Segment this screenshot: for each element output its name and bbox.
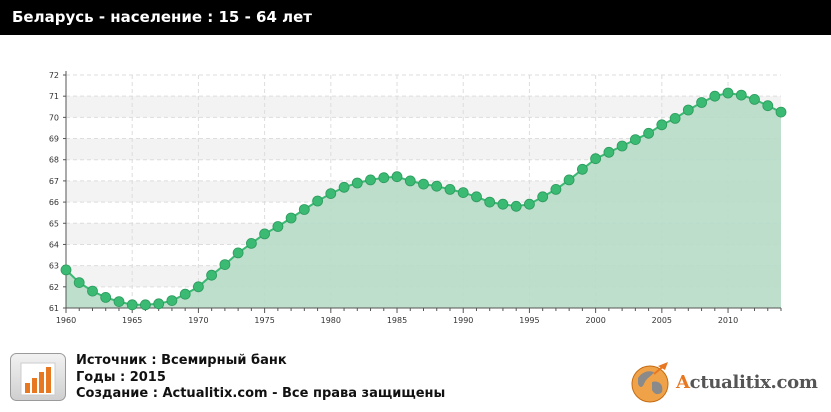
data-point bbox=[524, 198, 535, 210]
title-bar: Беларусь - население : 15 - 64 лет bbox=[0, 0, 831, 35]
x-tick-label: 1990 bbox=[453, 316, 473, 325]
data-point bbox=[232, 247, 244, 259]
data-point bbox=[656, 119, 668, 131]
area-chart: 61 62 63 64 65 66 67 68 69 70 71 72 1960 1965 1970 197… bbox=[49, 71, 787, 325]
data-point bbox=[563, 174, 575, 186]
data-point bbox=[312, 195, 324, 207]
y-tick-label: 67 bbox=[49, 177, 59, 186]
data-point bbox=[497, 198, 509, 210]
data-point bbox=[351, 177, 363, 189]
data-point bbox=[298, 204, 310, 215]
data-point bbox=[404, 175, 416, 187]
data-point bbox=[643, 127, 654, 139]
data-point bbox=[219, 259, 231, 271]
x-tick-label: 2000 bbox=[585, 316, 605, 325]
globe-icon bbox=[631, 362, 669, 403]
y-tick-labels: 61 62 63 64 65 66 67 68 69 70 71 72 bbox=[49, 71, 59, 313]
y-tick-label: 70 bbox=[49, 113, 59, 122]
data-point bbox=[630, 134, 641, 145]
y-tick-label: 65 bbox=[49, 219, 59, 228]
x-tick-label: 2005 bbox=[652, 316, 672, 325]
data-point bbox=[457, 187, 469, 199]
data-point bbox=[272, 221, 284, 232]
x-tick-label: 2010 bbox=[718, 316, 738, 325]
data-point bbox=[113, 296, 125, 308]
data-point bbox=[365, 174, 376, 186]
y-tick-label: 69 bbox=[49, 135, 59, 144]
y-tick-label: 71 bbox=[49, 92, 59, 101]
data-point bbox=[749, 94, 760, 105]
page-title: Беларусь - население : 15 - 64 лет bbox=[12, 8, 312, 26]
x-tick-label: 1960 bbox=[56, 316, 76, 325]
data-point bbox=[139, 299, 151, 311]
data-point bbox=[709, 90, 721, 102]
data-point bbox=[285, 212, 297, 224]
years-text: Годы : 2015 bbox=[76, 369, 166, 385]
x-tick-label: 1995 bbox=[519, 316, 539, 325]
data-point bbox=[603, 146, 615, 158]
data-point bbox=[378, 172, 390, 184]
data-point bbox=[192, 281, 204, 293]
data-point bbox=[259, 228, 271, 240]
data-point bbox=[471, 191, 482, 203]
y-tick-label: 68 bbox=[49, 156, 59, 165]
credit-text: Создание : Actualitix.com - Все права за… bbox=[76, 386, 446, 401]
y-tick-label: 72 bbox=[49, 71, 59, 80]
data-point bbox=[537, 191, 549, 203]
x-tick-labels: 1960 1965 1970 1975 1980 1985 1990 1995 2000 2005… bbox=[56, 316, 738, 325]
data-point bbox=[418, 178, 429, 190]
data-point bbox=[179, 288, 191, 300]
bar-chart-icon bbox=[10, 353, 66, 401]
data-point bbox=[616, 140, 628, 152]
data-point bbox=[590, 153, 601, 165]
data-point bbox=[87, 285, 98, 297]
data-point bbox=[245, 237, 257, 249]
data-point bbox=[762, 100, 774, 112]
data-point bbox=[550, 183, 562, 195]
x-tick-label: 1985 bbox=[387, 316, 407, 325]
footer-info: Источник : Всемирный банк Годы : 2015 Со… bbox=[76, 353, 445, 403]
grid-band bbox=[66, 96, 781, 118]
data-point bbox=[431, 180, 443, 192]
x-tick-label: 1965 bbox=[122, 316, 142, 325]
actualitix-logo[interactable]: Actualitix.com bbox=[628, 358, 828, 408]
data-points bbox=[60, 87, 787, 311]
y-tick-label: 64 bbox=[49, 240, 59, 249]
x-tick-label: 1975 bbox=[254, 316, 274, 325]
data-point bbox=[577, 163, 588, 175]
data-point bbox=[669, 113, 681, 124]
data-point bbox=[100, 291, 112, 303]
y-tick-label: 66 bbox=[49, 198, 59, 207]
data-point bbox=[735, 89, 747, 101]
data-point bbox=[73, 277, 85, 289]
data-point bbox=[696, 97, 707, 108]
data-point bbox=[682, 104, 694, 116]
data-point bbox=[775, 106, 787, 118]
data-point bbox=[444, 183, 456, 195]
y-tick-label: 63 bbox=[49, 262, 59, 271]
data-point bbox=[722, 87, 734, 99]
data-point bbox=[510, 200, 522, 212]
data-point bbox=[126, 299, 138, 311]
y-tick-label: 62 bbox=[49, 283, 59, 292]
x-tick-label: 1970 bbox=[188, 316, 208, 325]
source-text: Источник : Всемирный банк bbox=[76, 353, 287, 368]
data-point bbox=[484, 196, 496, 208]
data-point bbox=[166, 295, 178, 307]
data-point bbox=[338, 181, 350, 193]
data-point bbox=[153, 298, 165, 310]
data-point bbox=[60, 264, 72, 276]
data-point bbox=[391, 171, 403, 183]
logo-text: Actualitix.com bbox=[676, 372, 818, 393]
series-area bbox=[66, 93, 781, 308]
x-tick-label: 1980 bbox=[321, 316, 341, 325]
y-tick-label: 61 bbox=[49, 304, 59, 313]
data-point bbox=[206, 269, 218, 281]
data-point bbox=[325, 188, 337, 200]
